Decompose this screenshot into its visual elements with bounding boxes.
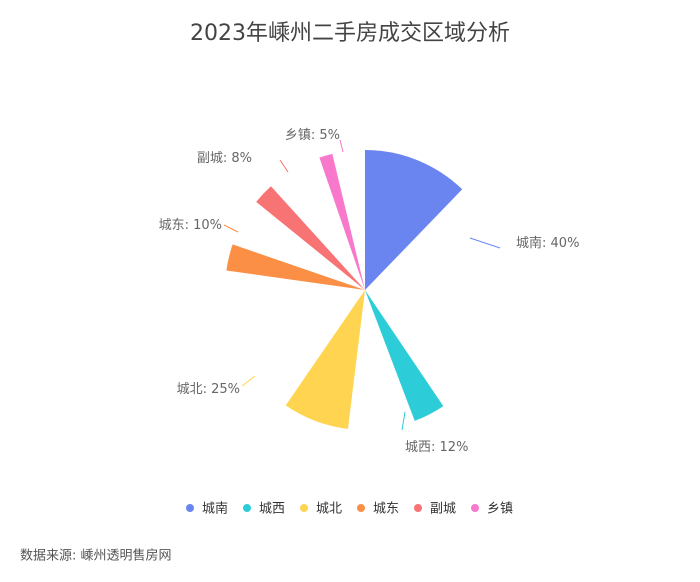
data-label: 城东: 10% bbox=[159, 218, 222, 233]
label-name: 城西 bbox=[405, 440, 431, 455]
label-name: 城南 bbox=[516, 235, 542, 251]
leader-line bbox=[241, 375, 256, 387]
leader-line bbox=[401, 411, 406, 431]
label-name: 城北 bbox=[177, 382, 203, 397]
label-separator: : bbox=[542, 236, 551, 251]
rose-sector bbox=[365, 150, 463, 290]
rose-sector bbox=[256, 186, 365, 290]
legend-label: 乡镇 bbox=[487, 502, 513, 517]
leader-line bbox=[223, 224, 239, 233]
legend-label: 城南 bbox=[202, 501, 228, 517]
leader-line bbox=[279, 159, 289, 173]
label-separator: : bbox=[203, 382, 212, 397]
label-name: 副城 bbox=[197, 151, 223, 166]
leader-line bbox=[469, 237, 501, 249]
label-value: 5% bbox=[319, 128, 340, 143]
data-label: 城北: 25% bbox=[177, 382, 240, 397]
legend-swatch bbox=[471, 504, 479, 512]
label-name: 城东 bbox=[159, 218, 185, 233]
leader-line bbox=[339, 139, 344, 153]
rose-sector bbox=[226, 244, 365, 290]
label-separator: : bbox=[311, 128, 320, 143]
label-value: 10% bbox=[193, 218, 222, 233]
source-note: 数据来源: 嵊州透明售房网 bbox=[20, 548, 172, 564]
rose-sector bbox=[319, 153, 365, 290]
data-label: 城西: 12% bbox=[405, 440, 468, 455]
label-separator: : bbox=[223, 151, 232, 166]
data-label: 副城: 8% bbox=[197, 151, 252, 166]
label-value: 12% bbox=[440, 440, 469, 455]
label-name: 乡镇 bbox=[285, 128, 311, 143]
label-value: 8% bbox=[231, 151, 252, 166]
legend-swatch bbox=[357, 504, 365, 512]
chart-title: 2023年嵊州二手房成交区域分析 bbox=[190, 21, 510, 46]
rose-sector bbox=[365, 290, 444, 421]
label-value: 40% bbox=[551, 236, 580, 251]
legend-label: 城北 bbox=[316, 502, 342, 517]
legend-swatch bbox=[414, 504, 422, 512]
rose-sector bbox=[285, 290, 365, 429]
legend-swatch bbox=[300, 504, 308, 512]
legend-swatch bbox=[186, 504, 194, 512]
label-value: 25% bbox=[211, 382, 240, 397]
legend-swatch bbox=[243, 504, 251, 512]
legend-label: 副城 bbox=[430, 502, 456, 517]
legend-label: 城东 bbox=[373, 502, 399, 517]
label-separator: : bbox=[431, 440, 440, 455]
data-label: 城南: 40% bbox=[516, 235, 579, 251]
data-label: 乡镇: 5% bbox=[285, 128, 340, 143]
legend-label: 城西 bbox=[259, 502, 285, 517]
label-separator: : bbox=[185, 218, 194, 233]
